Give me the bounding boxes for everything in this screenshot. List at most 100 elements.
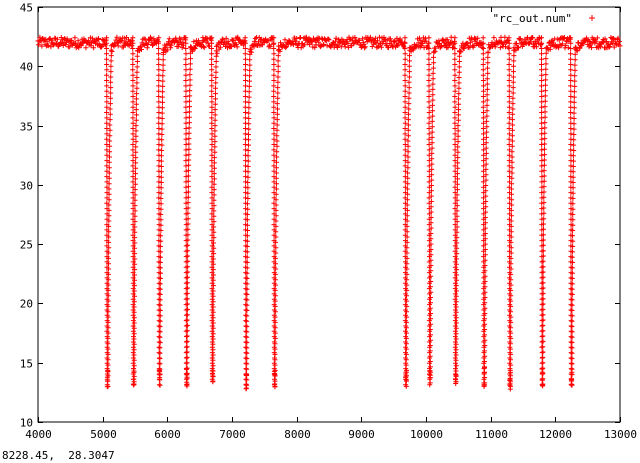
data-point [429, 177, 435, 183]
data-point [209, 94, 215, 99]
data-point [271, 115, 277, 121]
data-point [209, 318, 215, 324]
data-point [273, 261, 278, 267]
data-point [271, 131, 277, 137]
data-point [184, 312, 190, 318]
data-point [247, 78, 252, 84]
data-point [482, 241, 488, 247]
data-point [405, 127, 411, 133]
y-tick-label: 10 [20, 417, 33, 430]
data-point [574, 48, 580, 54]
data-point [184, 370, 190, 376]
data-point [183, 312, 189, 318]
data-point [402, 35, 408, 41]
data-point [542, 130, 548, 136]
data-point [69, 37, 75, 43]
data-point [457, 48, 463, 54]
data-point [131, 341, 137, 347]
data-point [130, 56, 136, 62]
data-point [540, 344, 546, 350]
data-point [209, 131, 215, 137]
data-point [539, 312, 545, 318]
data-point [325, 36, 331, 42]
data-point [243, 312, 249, 318]
data-point [453, 325, 459, 331]
data-point [209, 62, 215, 67]
data-point [157, 324, 163, 330]
data-point [105, 341, 111, 347]
data-point [243, 126, 248, 131]
data-point [274, 143, 280, 149]
data-point [243, 296, 249, 302]
cursor-coordinates-readout: 8228.45, 28.3047 [2, 449, 115, 462]
data-point [133, 96, 139, 102]
data-point [513, 47, 519, 53]
data-point [428, 231, 434, 236]
data-point [243, 323, 249, 329]
data-point [213, 96, 218, 102]
data-point [406, 85, 412, 91]
data-point [482, 247, 488, 252]
data-point [570, 260, 575, 265]
data-point [540, 349, 546, 355]
data-point [211, 197, 217, 203]
data-point [274, 138, 280, 144]
data-point [244, 366, 250, 372]
data-point [426, 136, 432, 142]
data-point [129, 43, 135, 49]
data-point [130, 339, 136, 345]
data-point [569, 286, 575, 292]
data-point [428, 220, 434, 226]
data-point [506, 88, 512, 94]
data-point [577, 45, 583, 51]
data-point [244, 281, 250, 287]
data-point [429, 134, 435, 140]
data-point [131, 379, 137, 385]
data-point [209, 83, 215, 89]
data-point [166, 39, 172, 45]
data-point [104, 67, 110, 73]
data-point [160, 57, 166, 63]
data-point [482, 279, 488, 284]
data-point [539, 259, 545, 265]
data-point [616, 39, 622, 44]
data-point [108, 85, 114, 91]
data-point [160, 67, 166, 73]
data-point [483, 166, 489, 172]
data-point [183, 275, 189, 281]
data-point [272, 357, 278, 363]
data-point [185, 285, 190, 291]
data-point [209, 99, 215, 105]
data-point [185, 189, 191, 195]
data-point [542, 136, 548, 142]
data-point [244, 276, 250, 281]
data-point [243, 56, 248, 62]
data-point [404, 367, 409, 373]
data-point [184, 290, 190, 296]
data-point [450, 44, 456, 50]
data-point [490, 43, 496, 49]
data-point [539, 360, 545, 366]
data-point [508, 293, 514, 299]
data-point [273, 239, 279, 245]
data-point [456, 96, 461, 102]
data-point [242, 67, 248, 73]
data-point [247, 73, 253, 79]
data-point [454, 219, 460, 225]
data-point [183, 78, 189, 83]
data-point [453, 315, 459, 321]
data-point [405, 170, 411, 176]
data-point [158, 158, 164, 164]
data-point [45, 43, 51, 49]
data-point [244, 361, 250, 367]
data-point [185, 232, 191, 238]
data-point [540, 338, 546, 344]
data-point [104, 99, 110, 105]
data-point [185, 205, 191, 211]
data-point [106, 165, 112, 171]
data-point [510, 101, 516, 107]
data-point [132, 192, 138, 198]
data-point [130, 142, 136, 147]
data-point [435, 44, 441, 49]
